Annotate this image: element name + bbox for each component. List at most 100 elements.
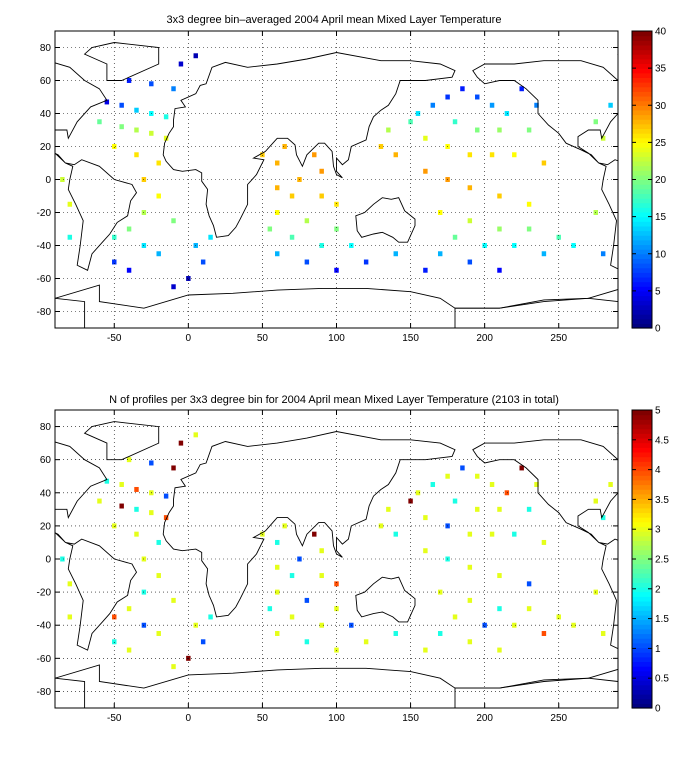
colorbar-segment <box>632 475 652 481</box>
data-cell <box>304 639 310 645</box>
colorbar-segment <box>632 128 652 134</box>
y-tick-label: 40 <box>40 109 52 120</box>
data-cell <box>497 193 502 199</box>
y-tick-label: -40 <box>37 621 52 632</box>
colorbar-segment <box>632 160 652 167</box>
colorbar-segment <box>632 239 652 246</box>
data-cell <box>163 114 169 120</box>
colorbar-segment <box>632 410 652 416</box>
data-cell <box>193 53 198 59</box>
colorbar-segment <box>632 493 652 500</box>
data-cell <box>526 226 532 232</box>
colorbar-segment <box>632 77 652 83</box>
colorbar-segment <box>632 423 652 430</box>
data-cell <box>497 226 502 232</box>
colorbar-segment <box>632 559 652 565</box>
colorbar-tick-label: 1.5 <box>655 614 669 625</box>
colorbar-tick-label: 25 <box>655 138 667 149</box>
data-cell <box>452 119 458 125</box>
colorbar-segment <box>632 123 652 130</box>
x-tick-label: 250 <box>550 333 567 344</box>
data-cell <box>437 251 443 257</box>
colorbar-tick-label: 0 <box>655 324 661 335</box>
data-cell <box>275 251 280 257</box>
colorbar-segment <box>632 207 652 213</box>
data-cell <box>571 243 576 248</box>
data-cell <box>304 218 310 224</box>
colorbar-segment <box>632 591 652 597</box>
data-cell <box>67 581 73 587</box>
data-cell <box>112 614 117 620</box>
coastline <box>55 297 86 328</box>
data-cell <box>312 531 317 537</box>
x-tick-label: -50 <box>107 713 122 724</box>
x-tick-label: 200 <box>476 333 493 344</box>
colorbar-segment <box>632 507 652 514</box>
y-tick-label: 60 <box>40 455 52 466</box>
data-cell <box>149 460 154 466</box>
data-cell <box>112 234 117 240</box>
data-cell <box>534 102 539 108</box>
colorbar-tick-label: 1 <box>655 644 661 655</box>
data-cell <box>467 597 473 603</box>
coastline <box>472 60 618 270</box>
colorbar-tick-label: 5 <box>655 286 661 297</box>
colorbar-segment <box>632 647 652 653</box>
x-tick-label: 50 <box>257 333 269 344</box>
data-cell <box>60 177 65 182</box>
colorbar-segment <box>632 142 652 148</box>
data-cell <box>541 160 547 166</box>
colorbar-segment <box>632 290 652 297</box>
data-cell <box>208 614 213 620</box>
colorbar-segment <box>632 300 652 306</box>
data-cell <box>275 160 280 166</box>
x-tick-label: 0 <box>186 713 192 724</box>
data-cell <box>437 210 443 215</box>
tick-marks <box>55 31 618 328</box>
data-cell <box>519 465 524 471</box>
data-cell <box>467 639 473 645</box>
data-cell <box>67 614 73 620</box>
colorbar-segment <box>632 489 652 495</box>
colorbar-segment <box>632 582 652 588</box>
colorbar-tick-label: 4.5 <box>655 435 669 446</box>
y-tick-label: -60 <box>37 274 52 285</box>
data-cell <box>319 168 324 174</box>
data-cell <box>423 168 428 174</box>
data-cell <box>289 573 295 579</box>
data-cell <box>526 606 532 612</box>
colorbar-segment <box>632 675 652 681</box>
data-cell <box>541 539 547 545</box>
colorbar-segment <box>632 461 652 467</box>
data-cell <box>423 548 428 554</box>
data-cell <box>504 111 510 116</box>
data-cell <box>156 631 161 636</box>
data-cell <box>334 581 339 587</box>
coastline <box>472 439 618 650</box>
colorbar-segment <box>632 614 652 621</box>
colorbar-segment <box>632 230 652 236</box>
colorbar-segment <box>632 447 652 453</box>
colorbar-segment <box>632 244 652 250</box>
colorbar-segment <box>632 619 652 625</box>
data-cell <box>304 259 310 265</box>
colorbar-segment <box>632 517 652 523</box>
colorbar-tick-label: 10 <box>655 249 667 260</box>
colorbar-segment <box>632 286 652 292</box>
data-cell <box>312 152 317 158</box>
data-cell <box>475 94 480 100</box>
data-cell <box>126 267 132 273</box>
data-cell <box>593 119 598 125</box>
y-tick-label: -80 <box>37 307 52 318</box>
data-cell <box>134 107 139 113</box>
data-cell <box>497 647 502 653</box>
data-cell <box>460 465 465 471</box>
data-cell <box>467 259 473 265</box>
colorbar-segment <box>632 479 652 486</box>
colorbar-segment <box>632 263 652 269</box>
data-cell <box>163 493 169 499</box>
data-cell <box>134 506 139 512</box>
colorbar-segment <box>632 624 652 630</box>
data-cell <box>134 152 139 158</box>
